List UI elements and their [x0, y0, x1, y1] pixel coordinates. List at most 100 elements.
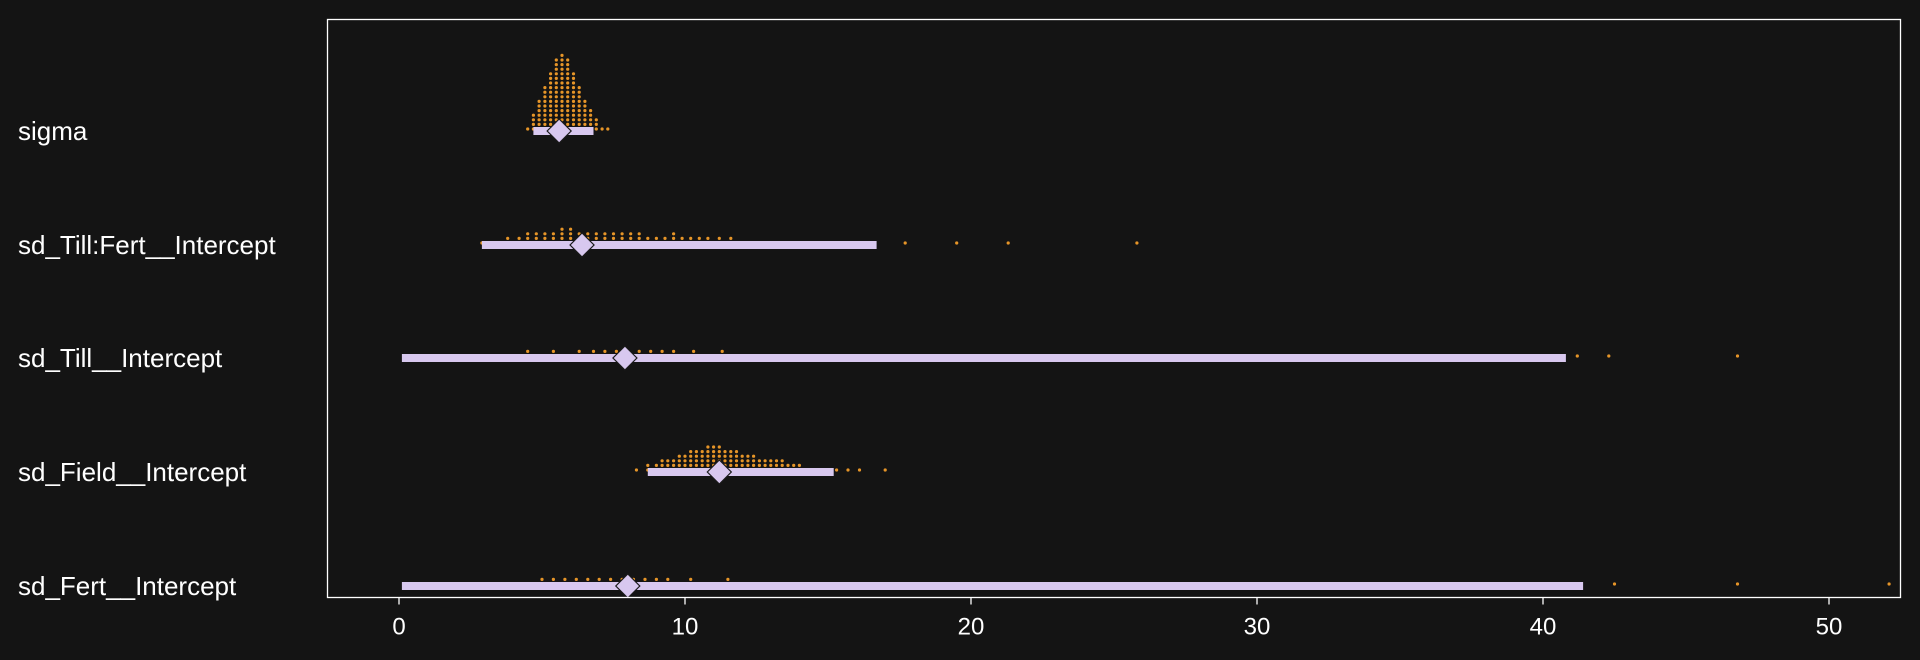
dot-2-53-0: [1735, 354, 1740, 358]
dot-3-14-3: [723, 454, 727, 458]
dot-3-24-2: [780, 459, 784, 463]
dot-1-16-2: [629, 232, 633, 236]
dot-0-10-1: [583, 122, 587, 126]
x-tick-label-1: 10: [672, 614, 699, 641]
dot-0-4-5: [549, 104, 553, 108]
dot-0-3-2: [543, 118, 547, 122]
dot-3-15-2: [729, 459, 733, 463]
dot-0-4-1: [549, 122, 553, 126]
dot-0-4-4: [549, 109, 553, 113]
dot-0-5-9: [554, 86, 558, 90]
dot-3-9-4: [694, 450, 699, 454]
dot-4-19-1: [643, 577, 647, 582]
dot-3-17-2: [740, 459, 744, 463]
dot-0-7-11: [566, 76, 570, 80]
dot-3-10-2: [700, 459, 704, 463]
dot-1-14-1: [611, 236, 616, 240]
dot-0-3-8: [543, 90, 547, 94]
dot-3-4-2: [666, 459, 670, 463]
dot-3-7-1: [683, 463, 687, 467]
dot-3-13-5: [717, 445, 721, 449]
dot-0-6-10: [560, 81, 564, 85]
dot-3-33-0: [857, 468, 862, 472]
dot-0-8-10: [571, 81, 576, 85]
dot-3-10-3: [700, 454, 704, 458]
dot-1-17-2: [637, 232, 641, 236]
dot-0-1-2: [531, 118, 536, 122]
dot-3-15-3: [729, 454, 733, 458]
dot-0-7-3: [566, 113, 570, 117]
dot-3-16-1: [734, 463, 739, 467]
dot-1-8-2: [560, 232, 564, 236]
interval-bar-3: [647, 468, 834, 476]
dot-0-5-15: [554, 58, 558, 62]
dot-0-5-6: [554, 99, 558, 103]
dot-0-3-5: [543, 104, 547, 108]
dot-3-16-2: [734, 459, 739, 463]
row-label-3: sd_Field__Intercept: [18, 457, 247, 487]
dot-0-8-3: [571, 113, 576, 117]
dot-0-8-2: [571, 118, 576, 122]
dot-2-52-0: [1607, 354, 1611, 358]
dot-0-10-6: [583, 99, 587, 103]
dot-4-12-1: [563, 577, 567, 582]
dot-1-24-1: [697, 236, 701, 240]
dot-0-8-6: [571, 99, 576, 103]
dot-0-8-7: [571, 95, 576, 99]
dot-0-4-7: [549, 95, 553, 99]
dot-0-9-6: [577, 99, 581, 103]
dot-0-9-4: [577, 109, 581, 113]
dot-1-5-2: [534, 232, 538, 236]
dot-3-8-3: [689, 454, 693, 458]
dot-3-11-2: [706, 459, 710, 463]
dot-0-3-7: [543, 95, 547, 99]
dot-3-6-1: [677, 463, 681, 467]
dot-3-11-5: [706, 445, 710, 449]
dot-0-4-10: [549, 81, 553, 85]
dot-3-12-2: [712, 459, 716, 463]
dot-0-5-10: [554, 81, 558, 85]
dot-1-7-1: [551, 236, 556, 240]
dot-0-11-3: [589, 113, 593, 117]
dot-3-8-4: [689, 450, 693, 454]
dot-0-10-2: [583, 118, 587, 122]
dot-2-13-1: [577, 349, 581, 353]
dot-3-9-3: [694, 454, 699, 458]
dot-0-6-16: [560, 53, 564, 58]
dot-1-8-1: [560, 236, 564, 240]
dot-1-23-1: [689, 236, 693, 240]
point-estimate-marker-3: [706, 459, 733, 485]
dot-0-7-2: [566, 118, 570, 122]
dot-0-7-15: [566, 58, 570, 62]
dot-0-6-11: [560, 76, 564, 80]
dot-1-20-1: [663, 236, 667, 240]
dot-3-18-3: [746, 454, 750, 458]
dot-3-13-4: [717, 450, 721, 454]
dot-0-6-9: [560, 86, 564, 90]
dot-3-22-1: [769, 463, 773, 467]
dot-3-9-1: [694, 463, 699, 467]
dot-3-32-0: [846, 468, 850, 472]
dot-0-7-4: [566, 109, 570, 113]
dot-0-6-15: [560, 58, 564, 62]
dot-0-8-5: [571, 104, 576, 108]
x-tick-label-5: 50: [1816, 614, 1843, 641]
dot-3-5-1: [672, 463, 676, 467]
dot-3-15-4: [729, 450, 733, 454]
dot-4-53-0: [1612, 582, 1617, 586]
dot-3-11-3: [706, 454, 710, 458]
dot-3-9-2: [694, 459, 699, 463]
dot-3-34-0: [883, 468, 887, 472]
dot-4-54-0: [1735, 582, 1740, 586]
dot-3-24-1: [780, 463, 784, 467]
dot-3-11-1: [706, 463, 710, 467]
dot-3-4-1: [666, 463, 670, 467]
dot-0-5-8: [554, 90, 558, 94]
dot-0-7-9: [566, 86, 570, 90]
dot-1-25-1: [706, 236, 710, 240]
interval-bar-4: [401, 582, 1584, 590]
dot-0-7-5: [566, 104, 570, 108]
x-tick-label-3: 30: [1244, 614, 1271, 641]
dot-1-5-1: [534, 236, 538, 240]
dot-3-12-4: [712, 450, 716, 454]
